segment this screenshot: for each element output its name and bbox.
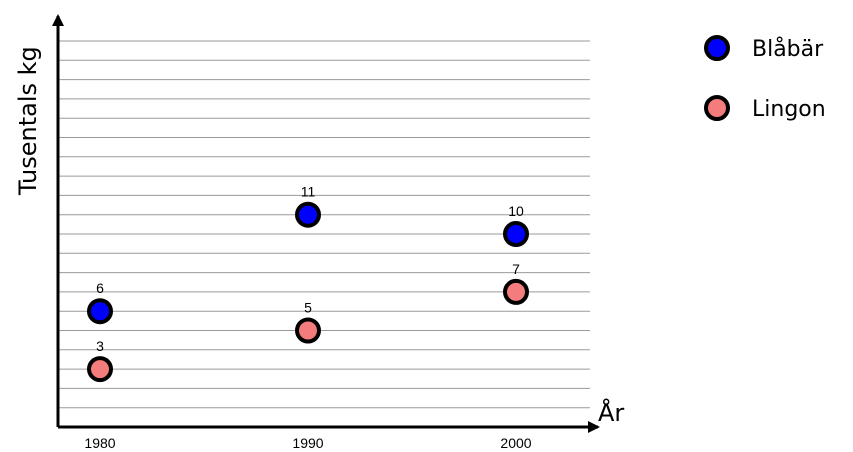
data-point [295, 317, 321, 344]
legend-marker [704, 95, 730, 121]
data-point [87, 298, 113, 325]
data-label: 3 [96, 338, 104, 354]
data-label: 10 [508, 203, 524, 219]
x-tick-label: 2000 [500, 435, 531, 451]
data-label: 11 [301, 184, 316, 200]
x-axis-label: År [598, 398, 624, 427]
data-label: 5 [304, 300, 312, 316]
y-axis-label: Tusentals kg [14, 46, 42, 196]
x-tick-label: 1990 [292, 435, 323, 451]
legend: Blåbär Lingon [704, 35, 826, 122]
data-label: 7 [512, 261, 520, 277]
legend-label: Lingon [752, 97, 826, 122]
x-tick-labels: 1980 1990 2000 [84, 435, 531, 451]
data-points: 6 11 10 3 5 7 [87, 184, 529, 383]
data-point [503, 221, 529, 247]
data-point [87, 356, 113, 383]
data-point [295, 201, 321, 228]
data-point [503, 278, 529, 305]
data-label: 6 [96, 280, 104, 296]
legend-marker [704, 35, 730, 61]
legend-label: Blåbär [752, 36, 824, 62]
x-tick-label: 1980 [84, 435, 115, 451]
grid-lines [58, 40, 590, 409]
